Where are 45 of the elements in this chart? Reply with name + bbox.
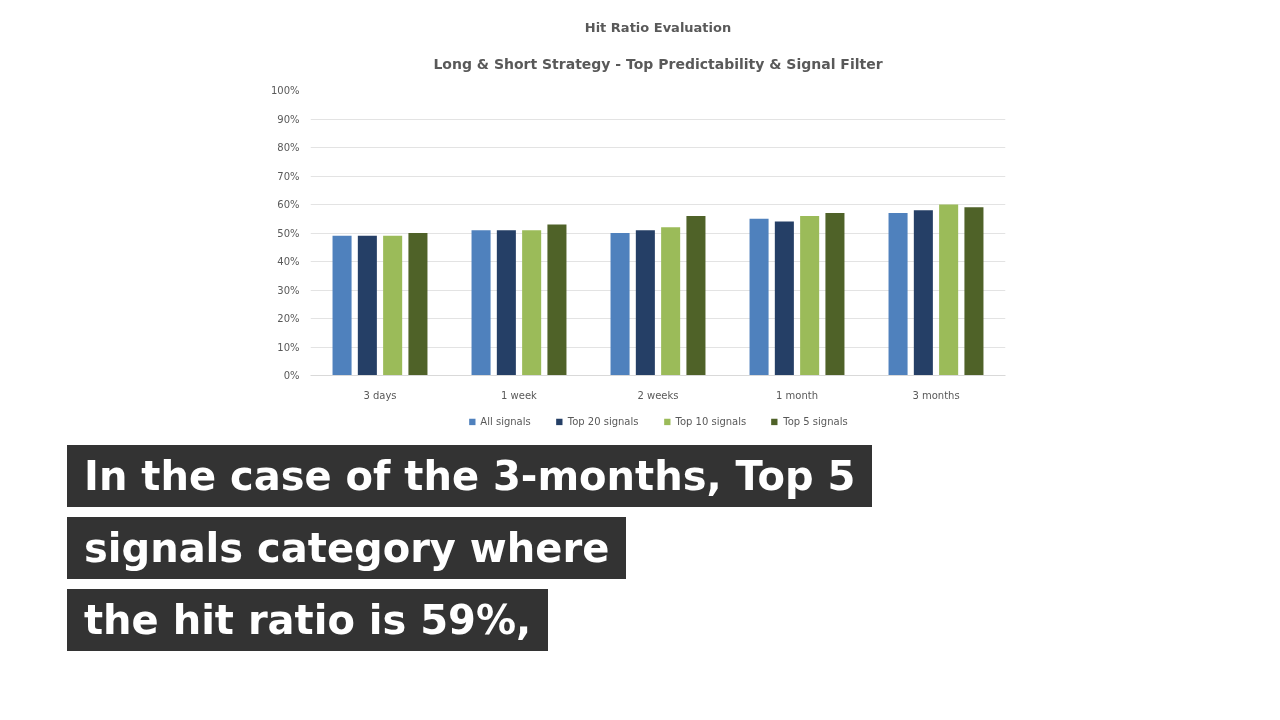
text: the hit ratio is 59%, bbox=[67, 589, 549, 651]
legend-label: Top 5 signals bbox=[783, 415, 848, 427]
bar bbox=[661, 227, 681, 376]
bar bbox=[496, 230, 516, 376]
bar bbox=[964, 207, 984, 376]
y-tick-label: 60% bbox=[277, 199, 300, 210]
x-tick-label: 3 months bbox=[912, 389, 960, 401]
y-tick-label: 40% bbox=[277, 256, 300, 267]
bar bbox=[749, 218, 769, 376]
bar bbox=[357, 235, 377, 376]
bar bbox=[939, 204, 959, 376]
x-tick-label: 3 days bbox=[363, 389, 397, 401]
y-tick-label: 20% bbox=[277, 313, 300, 324]
bar bbox=[635, 230, 655, 376]
chart-subtitle: Long & Short Strategy - Top Predictability & Signal Filter bbox=[433, 55, 883, 72]
bar bbox=[471, 230, 491, 376]
bar bbox=[547, 224, 567, 376]
bar bbox=[774, 221, 794, 376]
bar bbox=[610, 233, 630, 376]
y-tick-label: 10% bbox=[277, 341, 300, 353]
y-tick-label: 80% bbox=[277, 142, 300, 153]
bar bbox=[522, 230, 542, 376]
legend-label: Top 20 signals bbox=[567, 415, 639, 427]
text: signals category where bbox=[67, 517, 627, 579]
y-tick-label: 50% bbox=[277, 227, 300, 239]
text: In the case of the 3-months, Top 5 bbox=[67, 445, 873, 507]
x-tick-label: 1 month bbox=[776, 389, 818, 401]
y-tick-label: 70% bbox=[277, 170, 300, 182]
y-tick-label: 0% bbox=[283, 370, 300, 381]
y-tick-label: 90% bbox=[277, 113, 300, 125]
bar bbox=[686, 215, 706, 376]
x-tick-label: 2 weeks bbox=[637, 389, 679, 401]
bar bbox=[800, 215, 820, 376]
chart-title: Hit Ratio Evaluation bbox=[584, 19, 732, 35]
x-tick-label: 1 week bbox=[501, 389, 538, 401]
bar bbox=[825, 213, 845, 376]
bar bbox=[383, 235, 403, 376]
bar bbox=[408, 233, 428, 376]
bar bbox=[332, 235, 352, 376]
legend-label: Top 10 signals bbox=[675, 415, 747, 427]
bar bbox=[888, 213, 908, 376]
y-tick-label: 100% bbox=[270, 85, 300, 96]
y-tick-label: 30% bbox=[277, 284, 300, 296]
legend-label: All signals bbox=[480, 415, 531, 427]
bar bbox=[913, 210, 933, 376]
